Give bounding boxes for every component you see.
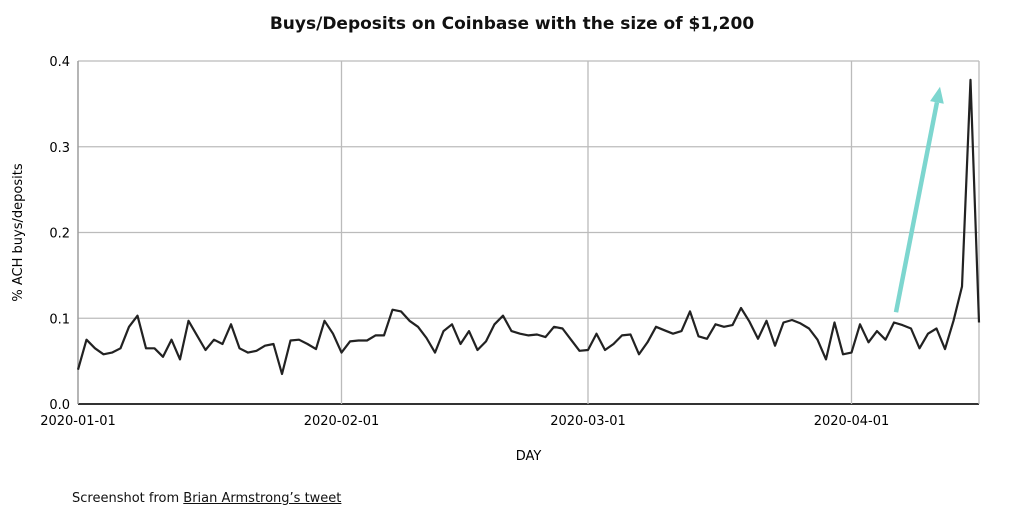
y-axis-label: % ACH buys/deposits <box>11 163 26 301</box>
y-tick-label: 0.1 <box>49 312 70 327</box>
y-tick-label: 0.0 <box>49 398 70 413</box>
tweet-link[interactable]: Brian Armstrong’s tweet <box>183 491 342 506</box>
annotation-arrow-shaft <box>893 101 940 313</box>
chart-title: Buys/Deposits on Coinbase with the size … <box>269 14 755 34</box>
caption: Screenshot from Brian Armstrong’s tweet <box>72 491 341 506</box>
x-axis-label: DAY <box>516 449 542 464</box>
y-tick-label: 0.2 <box>49 227 70 242</box>
line-chart: 0.0 0.1 0.2 0.3 0.4 2020-01-01 2020-02-01 2020-… <box>11 55 981 464</box>
x-tick-label: 2020-01-01 <box>40 414 116 429</box>
x-tick-label: 2020-04-01 <box>814 414 890 429</box>
x-tick-label: 2020-02-01 <box>304 414 380 429</box>
annotation-arrow-head <box>930 86 944 104</box>
x-tick-label: 2020-03-01 <box>550 414 626 429</box>
y-tick-label: 0.4 <box>49 55 70 70</box>
caption-prefix: Screenshot from <box>72 491 184 506</box>
data-series-line <box>76 78 981 376</box>
y-tick-label: 0.3 <box>49 141 70 156</box>
